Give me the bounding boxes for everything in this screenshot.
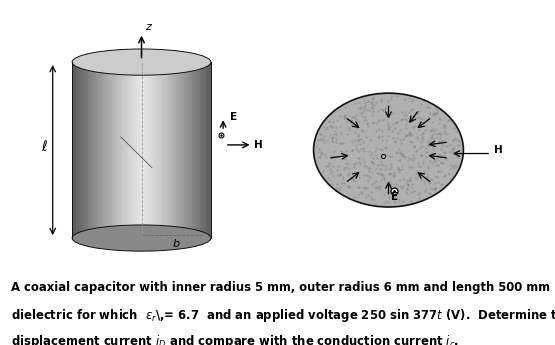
Bar bbox=[88, 62, 89, 238]
Bar bbox=[142, 62, 143, 238]
Bar bbox=[176, 62, 178, 238]
Bar bbox=[81, 62, 83, 238]
Text: E: E bbox=[230, 112, 238, 122]
Bar bbox=[143, 62, 145, 238]
Bar bbox=[84, 62, 86, 238]
Bar bbox=[126, 62, 128, 238]
Text: b: b bbox=[173, 239, 180, 249]
Text: dielectric for which  $\epsilon_r$\,= 6.7  and an applied voltage 250 sin 377$t$: dielectric for which $\epsilon_r$\,= 6.7… bbox=[11, 307, 555, 324]
Text: A coaxial capacitor with inner radius 5 mm, outer radius 6 mm and length 500 mm : A coaxial capacitor with inner radius 5 … bbox=[11, 281, 555, 294]
Bar bbox=[112, 62, 114, 238]
Bar bbox=[133, 62, 135, 238]
Bar bbox=[75, 62, 77, 238]
Bar bbox=[157, 62, 159, 238]
Bar bbox=[93, 62, 95, 238]
Bar bbox=[147, 62, 149, 238]
Bar bbox=[83, 62, 84, 238]
Bar bbox=[97, 62, 98, 238]
Text: z: z bbox=[145, 22, 152, 32]
Bar bbox=[194, 62, 195, 238]
Bar bbox=[173, 62, 174, 238]
Bar bbox=[91, 62, 93, 238]
Bar bbox=[74, 62, 75, 238]
Bar bbox=[77, 62, 79, 238]
Text: $\ell$: $\ell$ bbox=[41, 139, 48, 154]
Bar bbox=[178, 62, 180, 238]
Bar bbox=[208, 62, 209, 238]
Bar bbox=[115, 62, 117, 238]
Bar bbox=[100, 62, 102, 238]
Ellipse shape bbox=[314, 93, 463, 207]
Bar bbox=[119, 62, 121, 238]
Bar bbox=[209, 62, 211, 238]
Bar bbox=[168, 62, 169, 238]
Bar bbox=[160, 62, 163, 238]
Bar bbox=[135, 62, 137, 238]
Bar bbox=[186, 62, 188, 238]
Ellipse shape bbox=[72, 49, 211, 75]
Bar bbox=[202, 62, 204, 238]
Bar bbox=[162, 62, 164, 238]
Bar bbox=[89, 62, 91, 238]
Ellipse shape bbox=[72, 225, 211, 251]
Bar bbox=[174, 62, 176, 238]
Bar bbox=[185, 62, 186, 238]
Bar bbox=[206, 62, 208, 238]
Bar bbox=[109, 62, 110, 238]
Bar bbox=[183, 62, 185, 238]
Bar bbox=[124, 62, 126, 238]
Text: displacement current $i_D$ and compare with the conduction current $i_c$.: displacement current $i_D$ and compare w… bbox=[11, 333, 460, 345]
Bar bbox=[166, 62, 168, 238]
Bar bbox=[181, 62, 183, 238]
Bar bbox=[98, 62, 100, 238]
Bar bbox=[159, 62, 160, 238]
Text: H: H bbox=[494, 145, 503, 155]
Bar bbox=[131, 62, 133, 238]
Bar bbox=[204, 62, 206, 238]
Bar bbox=[199, 62, 200, 238]
Bar bbox=[149, 62, 150, 238]
Bar bbox=[164, 62, 166, 238]
Bar bbox=[190, 62, 192, 238]
Bar bbox=[171, 62, 173, 238]
Text: E: E bbox=[391, 192, 398, 202]
Bar bbox=[192, 62, 194, 238]
Bar bbox=[150, 62, 152, 238]
Bar bbox=[128, 62, 129, 238]
Bar bbox=[140, 62, 142, 238]
Bar bbox=[110, 62, 112, 238]
Bar bbox=[152, 62, 154, 238]
Bar bbox=[95, 62, 97, 238]
Bar bbox=[121, 62, 123, 238]
Bar bbox=[105, 62, 107, 238]
Bar bbox=[117, 62, 119, 238]
Bar bbox=[155, 62, 157, 238]
Bar bbox=[138, 62, 140, 238]
Bar bbox=[169, 62, 171, 238]
Bar bbox=[103, 62, 105, 238]
Bar bbox=[188, 62, 190, 238]
Bar bbox=[154, 62, 155, 238]
Bar bbox=[114, 62, 115, 238]
Bar bbox=[72, 62, 74, 238]
Bar bbox=[145, 62, 147, 238]
Bar bbox=[102, 62, 103, 238]
Bar bbox=[107, 62, 109, 238]
Bar bbox=[195, 62, 197, 238]
Bar bbox=[79, 62, 81, 238]
Bar bbox=[200, 62, 202, 238]
Bar bbox=[86, 62, 88, 238]
Text: H: H bbox=[254, 140, 263, 150]
Bar bbox=[197, 62, 199, 238]
Bar bbox=[129, 62, 131, 238]
Bar bbox=[137, 62, 138, 238]
Bar bbox=[180, 62, 181, 238]
Bar bbox=[123, 62, 124, 238]
